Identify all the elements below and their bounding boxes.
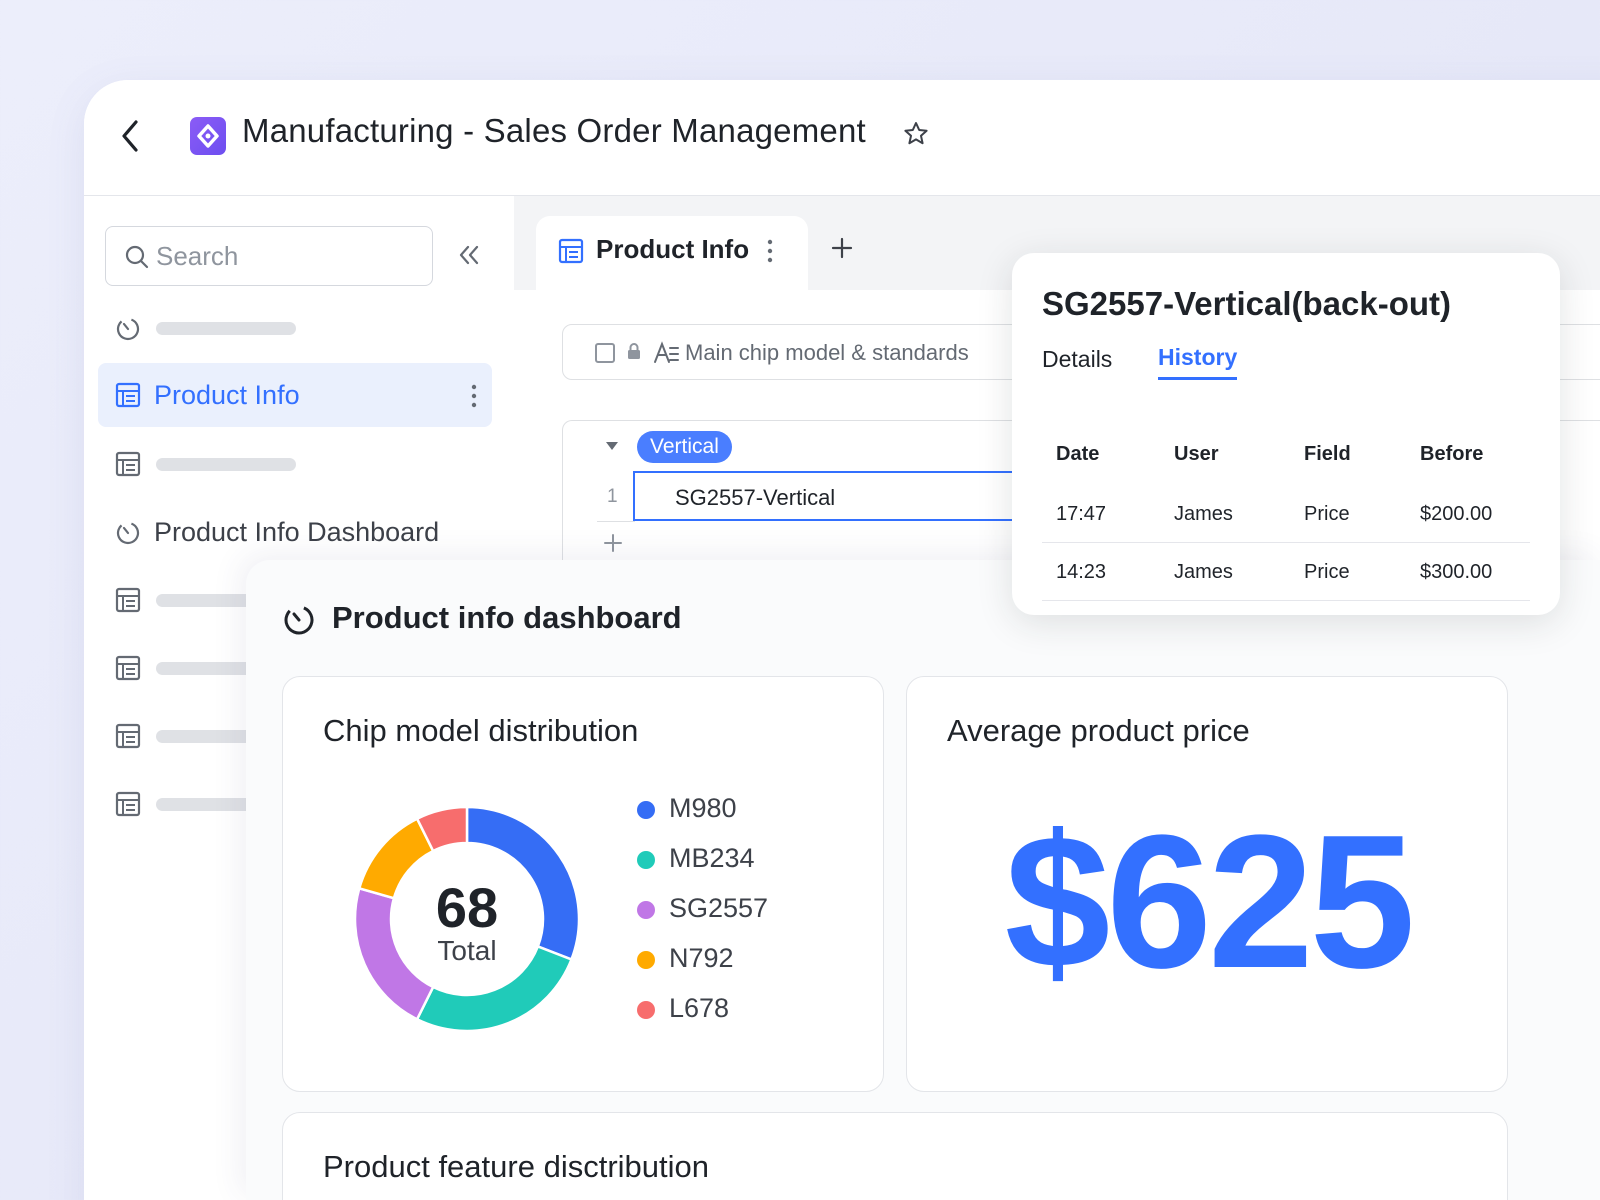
legend-swatch: [637, 851, 655, 869]
legend-label: L678: [669, 993, 730, 1023]
dashboard-title: Product info dashboard: [332, 600, 682, 635]
record-history-popup: SG2557-Vertical(back-out) Details Histor…: [1012, 253, 1560, 615]
placeholder-label: [156, 458, 296, 471]
legend-swatch: [637, 801, 655, 819]
dashboard-icon: [116, 521, 140, 545]
sidebar-item-label: Product Info: [154, 380, 300, 410]
table-icon: [115, 382, 141, 408]
collapse-sidebar-icon[interactable]: [456, 242, 482, 268]
card-title: Product feature disctribution: [323, 1149, 709, 1184]
average-price-card: Average product price $625: [906, 676, 1508, 1092]
caret-down-icon[interactable]: [605, 441, 619, 451]
legend-label: N792: [669, 943, 734, 973]
donut-chart: [353, 805, 581, 1033]
table-header-row: Date User Field Before: [1042, 427, 1530, 485]
legend-swatch: [637, 1001, 655, 1019]
average-price-value: $625: [1004, 796, 1416, 1008]
chip-distribution-card: Chip model distribution 68 Total M980 MB2…: [282, 676, 884, 1092]
text-field-icon: [654, 341, 679, 363]
more-options-icon[interactable]: [470, 383, 478, 409]
column-header: Field: [1304, 443, 1351, 465]
search-input[interactable]: [156, 239, 416, 273]
app-logo-icon: [197, 124, 219, 148]
tab-history[interactable]: History: [1158, 344, 1238, 380]
placeholder-label: [156, 322, 296, 335]
table-icon: [115, 723, 141, 749]
sidebar-item-dashboard-1[interactable]: [98, 296, 492, 360]
add-row-icon[interactable]: [603, 533, 623, 553]
table-row: 14:23 James Price $300.00: [1042, 543, 1530, 601]
column-header: Date: [1056, 443, 1100, 465]
feature-distribution-card: Product feature disctribution: [282, 1112, 1508, 1200]
tab-product-info[interactable]: Product Info: [536, 216, 808, 290]
table-cell: Price: [1304, 561, 1350, 583]
legend-label: SG2557: [669, 893, 769, 923]
cell-value: SG2557-Vertical: [675, 485, 836, 510]
add-tab-icon[interactable]: [830, 236, 854, 260]
table-icon: [558, 238, 584, 264]
page-title: Manufacturing - Sales Order Management: [242, 112, 866, 149]
tab-label: Product Info: [596, 234, 750, 264]
back-arrow-icon[interactable]: [114, 116, 146, 156]
dashboard-icon: [116, 317, 140, 341]
table-icon: [115, 451, 141, 477]
sidebar-item-product-info-dashboard[interactable]: Product Info Dashboard: [98, 500, 492, 564]
table-cell: $200.00: [1420, 503, 1493, 525]
table-cell: James: [1174, 503, 1233, 525]
donut-total-value: 68: [435, 876, 499, 939]
table-cell: Price: [1304, 503, 1350, 525]
field-header-label[interactable]: Main chip model & standards: [685, 340, 969, 365]
app-logo: [190, 117, 226, 155]
card-title: Average product price: [947, 713, 1250, 748]
dashboard-panel: Product info dashboard Chip model distri…: [246, 560, 1600, 1200]
table-icon: [115, 587, 141, 613]
legend-swatch: [637, 951, 655, 969]
tab-details[interactable]: Details: [1042, 346, 1113, 372]
card-title: Chip model distribution: [323, 713, 639, 748]
sidebar-item-product-info[interactable]: Product Info: [98, 363, 492, 427]
record-title: SG2557-Vertical(back-out): [1042, 285, 1451, 322]
table-cell-selected[interactable]: SG2557-Vertical: [633, 471, 1053, 521]
column-header: Before: [1420, 443, 1484, 465]
table-icon: [115, 791, 141, 817]
history-table: Date User Field Before 17:47 James Price…: [1042, 427, 1530, 601]
row-divider: [597, 521, 635, 522]
column-header: User: [1174, 443, 1219, 465]
table-row: 17:47 James Price $200.00: [1042, 485, 1530, 543]
table-cell: 14:23: [1056, 561, 1107, 583]
search-box[interactable]: [105, 226, 433, 286]
table-cell: James: [1174, 561, 1233, 583]
group-tag: Vertical: [637, 431, 732, 463]
select-all-checkbox[interactable]: [595, 343, 615, 363]
legend-label: MB234: [669, 843, 755, 873]
row-number: 1: [607, 486, 618, 507]
app-header: Manufacturing - Sales Order Management: [84, 80, 1600, 196]
search-icon: [125, 245, 149, 269]
donut-slice-l678[interactable]: [415, 805, 469, 853]
dashboard-icon: [284, 605, 314, 635]
sidebar-item-label: Product Info Dashboard: [154, 517, 440, 547]
donut-total-label: Total: [437, 935, 497, 966]
legend-label: M980: [669, 793, 737, 823]
star-icon[interactable]: [902, 120, 930, 148]
table-icon: [115, 655, 141, 681]
sidebar-item-table-2[interactable]: [98, 432, 492, 496]
legend-swatch: [637, 901, 655, 919]
lock-icon: [628, 343, 640, 359]
more-options-icon[interactable]: [766, 238, 774, 264]
table-cell: $300.00: [1420, 561, 1493, 583]
table-cell: 17:47: [1056, 503, 1107, 525]
